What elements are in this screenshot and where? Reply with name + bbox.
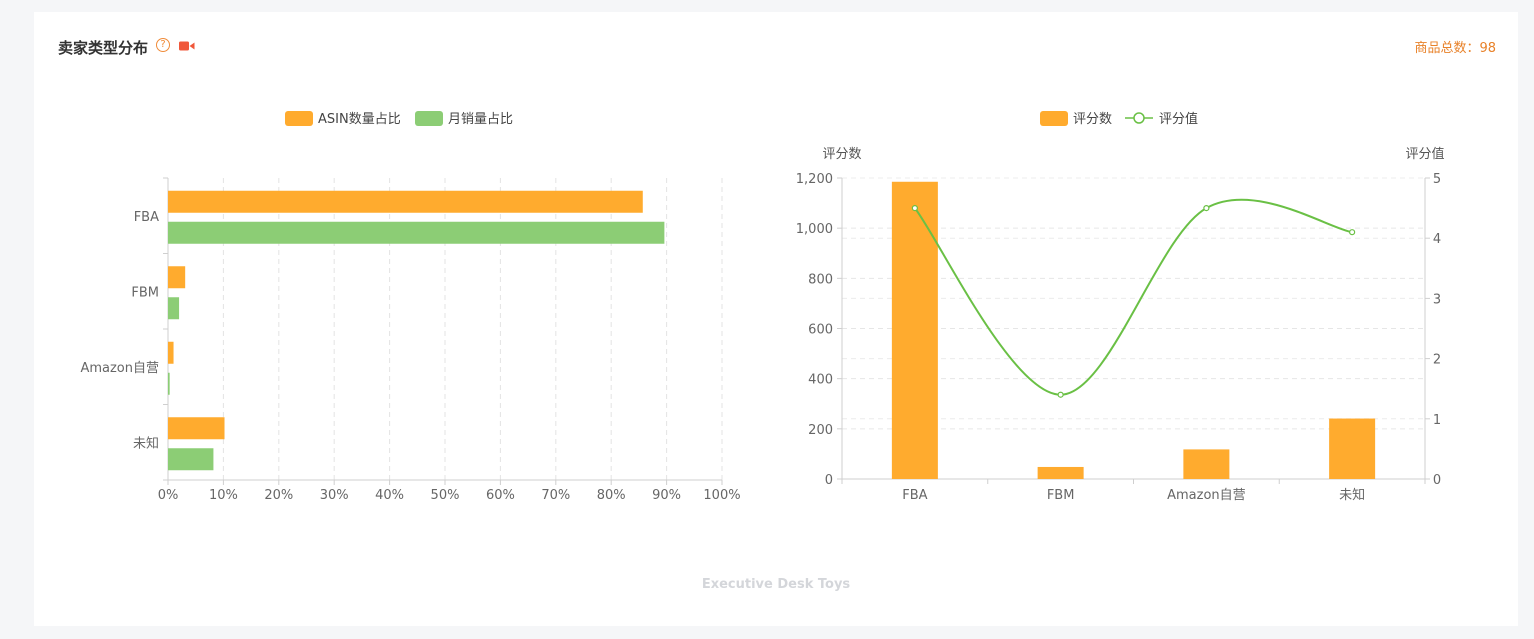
- y-left-title: 评分数: [822, 147, 861, 162]
- x-tick-label: 未知: [1339, 487, 1365, 503]
- legend-label-rating-value: 评分值: [1159, 111, 1198, 127]
- y-right-title: 评分值: [1405, 146, 1444, 162]
- x-tick-label: Amazon自营: [1167, 488, 1246, 503]
- x-tick-label: 60%: [486, 488, 515, 503]
- bar-asin-share: [168, 190, 643, 213]
- x-tick-label: 10%: [209, 488, 238, 503]
- bar-rating-count: [1183, 449, 1230, 479]
- bar-asin-share: [168, 341, 174, 364]
- rating-value-point: [911, 205, 918, 212]
- watermark: Executive Desk Toys: [701, 577, 851, 592]
- y-left-tick-label: 800: [808, 272, 833, 287]
- legend-swatch-2: [415, 111, 443, 126]
- x-tick-label: 70%: [541, 488, 570, 503]
- y-right-tick-label: 5: [1433, 172, 1441, 187]
- y-left-tick-label: 0: [825, 473, 833, 488]
- legend-marker-rating-value: [1133, 112, 1145, 124]
- y-right-tick-label: 3: [1433, 292, 1441, 307]
- bar-rating-count: [1329, 418, 1376, 479]
- bar-asin-share: [168, 266, 186, 289]
- y-left-tick-label: 600: [808, 323, 833, 338]
- x-tick-label: FBM: [1047, 488, 1075, 503]
- y-right-tick-label: 4: [1433, 232, 1441, 247]
- x-tick-label: 30%: [320, 488, 349, 503]
- total-products-count: 商品总数：98: [1414, 41, 1496, 56]
- bar-rating-count: [891, 181, 938, 479]
- legend-swatch-1: [285, 111, 313, 126]
- bar-sales-share: [168, 372, 170, 395]
- y-tick-label: 未知: [133, 435, 159, 451]
- question-circle-icon[interactable]: ?: [156, 38, 170, 52]
- x-tick-label: 40%: [375, 488, 404, 503]
- x-tick-label: 90%: [652, 488, 681, 503]
- page-title: 卖家类型分布: [58, 39, 149, 57]
- y-right-tick-label: 2: [1433, 353, 1441, 368]
- x-tick-label: 20%: [264, 488, 293, 503]
- seller-share-bar-chart: ASIN数量占比 月销量占比 0% 10% 20% 30% 40% 50% 60% 70% 80% 9…: [80, 111, 741, 503]
- x-tick-label: 0%: [158, 488, 179, 503]
- y-tick-label: FBM: [131, 285, 159, 300]
- rating-value-point: [1349, 229, 1356, 236]
- rating-value-point: [1203, 205, 1210, 212]
- video-camera-icon[interactable]: [179, 41, 195, 51]
- legend-swatch-rating-count: [1040, 111, 1068, 126]
- legend-label-2: 月销量占比: [448, 112, 513, 127]
- bar-sales-share: [168, 448, 214, 471]
- legend-label-rating-count: 评分数: [1073, 112, 1112, 127]
- seller-type-card: 卖家类型分布 ? 商品总数：98 Executive Desk Toys: [34, 12, 1518, 626]
- x-tick-label: 100%: [703, 488, 740, 503]
- x-tick-label: FBA: [902, 488, 927, 503]
- y-tick-label: Amazon自营: [80, 361, 159, 376]
- x-tick-label: 80%: [597, 488, 626, 503]
- y-right-tick-label: 1: [1433, 413, 1441, 428]
- bar-asin-share: [168, 417, 225, 440]
- y-tick-label: FBA: [134, 210, 159, 225]
- y-right-tick-label: 0: [1433, 473, 1441, 488]
- y-left-tick-label: 400: [808, 373, 833, 388]
- y-left-tick-label: 1,000: [796, 222, 833, 237]
- x-tick-label: 50%: [431, 488, 460, 503]
- legend-label-1: ASIN数量占比: [318, 112, 401, 127]
- bar-sales-share: [168, 297, 180, 320]
- rating-value-point: [1057, 391, 1064, 398]
- rating-value-line: [914, 198, 1353, 396]
- bar-sales-share: [168, 221, 665, 244]
- bar-rating-count: [1037, 466, 1084, 479]
- y-left-tick-label: 1,200: [796, 172, 833, 187]
- y-left-tick-label: 200: [808, 423, 833, 438]
